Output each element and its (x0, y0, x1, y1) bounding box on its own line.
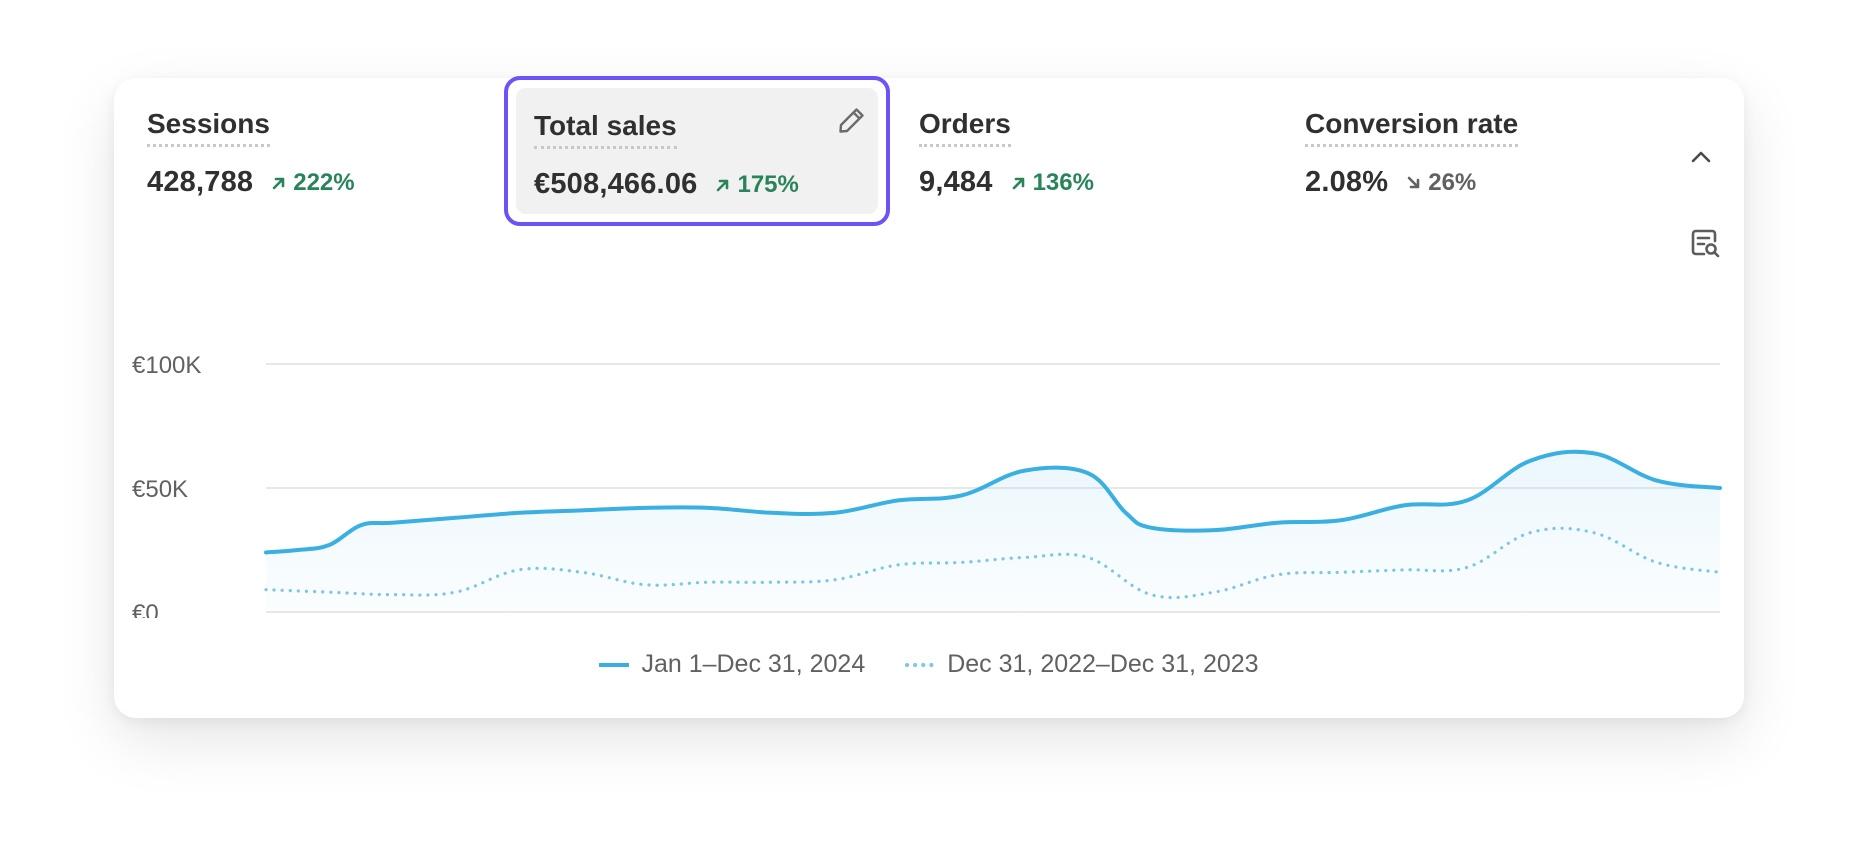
metric-title[interactable]: Total sales (534, 110, 677, 149)
metric-change: 26% (1406, 169, 1476, 197)
selected-metric-background (516, 88, 878, 214)
chevron-up-icon (1691, 151, 1711, 163)
arrow-up-right-icon (1012, 177, 1024, 189)
metric-value-row: €508,466.06 175% (534, 168, 799, 201)
metric-change: 222% (271, 168, 355, 197)
legend-solid-line-icon (599, 662, 630, 667)
legend-dotted-line-icon (905, 662, 936, 667)
y-tick-label: €50K (132, 476, 188, 503)
metric-content: Total sales €508,466.06 175% (534, 80, 886, 222)
legend-label: Dec 31, 2022–Dec 31, 2023 (947, 650, 1259, 678)
chart-legend: Jan 1–Dec 31, 2024 Dec 31, 2022–Dec 31, … (114, 650, 1744, 679)
metric-change-value: 26% (1428, 168, 1477, 196)
metric-value-row: 2.08% 26% (1305, 166, 1476, 199)
metric-change-value: 222% (293, 168, 355, 196)
metric-change-value: 175% (737, 170, 799, 198)
metric-title[interactable]: Orders (919, 108, 1011, 147)
metric-value: €508,466.06 (534, 168, 698, 200)
metric-change-value: 136% (1032, 168, 1094, 196)
analyze-chart-button[interactable] (1686, 224, 1724, 262)
y-tick-label: €0 (132, 600, 159, 618)
primary-series-area (266, 451, 1720, 612)
y-tick-label: €100K (132, 352, 201, 379)
edit-metric-button[interactable] (834, 102, 870, 138)
primary-series-line (264, 449, 1722, 555)
metric-total-sales[interactable]: Total sales €508,466.06 175% (504, 76, 890, 226)
pencil-icon (839, 108, 864, 133)
metric-value: 9,484 (919, 166, 993, 198)
arrow-down-right-icon (1407, 176, 1420, 188)
chart-search-icon (1691, 229, 1720, 258)
analytics-card: Sessions 428,788 222% Total sales €508,4… (114, 76, 1744, 718)
metric-change: 175% (715, 170, 799, 199)
metric-value-row: 428,788 222% (147, 166, 355, 199)
legend-label: Jan 1–Dec 31, 2024 (641, 650, 866, 678)
metric-title[interactable]: Conversion rate (1305, 108, 1519, 147)
legend-item-current[interactable]: Jan 1–Dec 31, 2024 (599, 650, 865, 679)
metric-value: 428,788 (147, 166, 254, 198)
arrow-up-right-icon (272, 177, 285, 189)
legend-item-comparison[interactable]: Dec 31, 2022–Dec 31, 2023 (905, 650, 1259, 679)
metric-title[interactable]: Sessions (147, 108, 270, 147)
metric-value: 2.08% (1305, 166, 1389, 198)
metric-value-row: 9,484 136% (919, 166, 1094, 199)
sales-line-chart: €100K€50K€0JanMarMayJulSepNov (132, 352, 1722, 618)
collapse-button[interactable] (1684, 140, 1718, 174)
metric-change: 136% (1011, 169, 1094, 197)
arrow-up-right-icon (717, 179, 729, 191)
